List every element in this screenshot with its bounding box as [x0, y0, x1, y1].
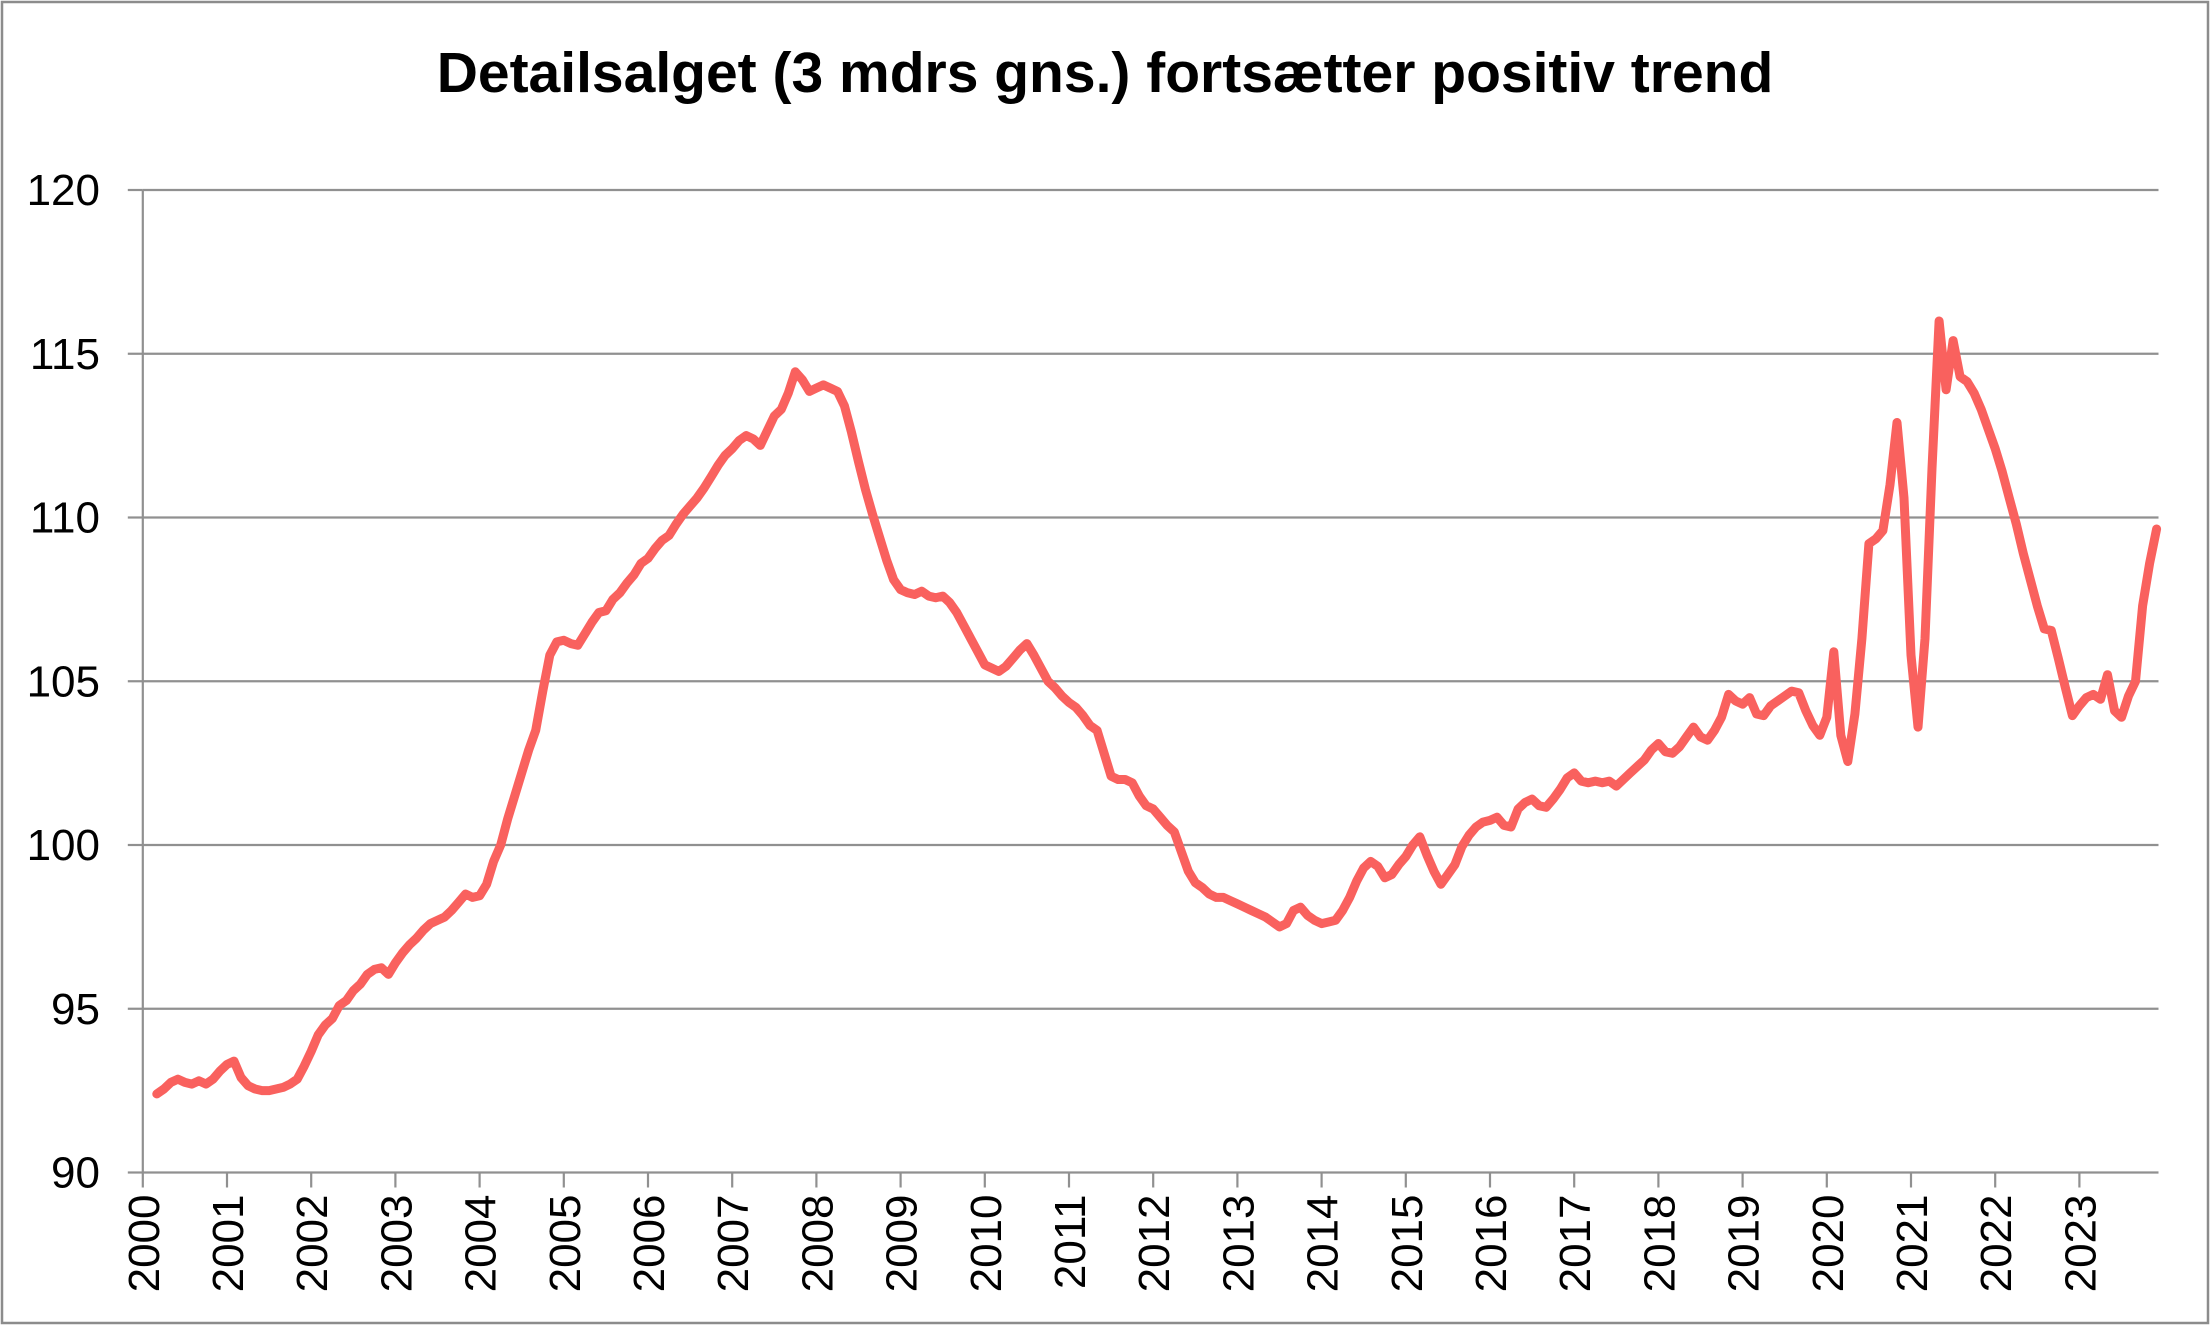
- x-tick-label-2022: 2022: [1972, 1195, 2021, 1293]
- x-tick-label-2020: 2020: [1804, 1195, 1853, 1293]
- y-tick-label-90: 90: [51, 1149, 100, 1198]
- x-axis-labels: 2000 2001 2002 2003 2004 2005 2006 2007 2008 2009…: [120, 1195, 2106, 1293]
- x-tick-label-2005: 2005: [541, 1195, 590, 1293]
- y-tick-label-115: 115: [30, 330, 100, 379]
- y-tick-label-120: 120: [27, 166, 100, 215]
- x-tick-label-2011: 2011: [1046, 1195, 1095, 1290]
- x-tick-label-2013: 2013: [1214, 1195, 1263, 1293]
- x-tick-label-2002: 2002: [288, 1195, 337, 1293]
- tick-marks: [127, 188, 2081, 1188]
- gridlines: [142, 188, 2159, 1010]
- x-tick-label-2023: 2023: [2056, 1195, 2105, 1293]
- y-tick-label-100: 100: [27, 821, 100, 870]
- x-tick-label-2001: 2001: [204, 1195, 253, 1293]
- y-tick-label-110: 110: [30, 494, 100, 543]
- y-tick-label-105: 105: [27, 657, 100, 706]
- series-line-detailsalget: [152, 316, 2162, 1099]
- x-tick-label-2000: 2000: [120, 1195, 169, 1293]
- x-tick-label-2009: 2009: [878, 1195, 927, 1293]
- x-tick-label-2004: 2004: [457, 1195, 506, 1293]
- x-tick-label-2010: 2010: [962, 1195, 1011, 1293]
- x-tick-label-2016: 2016: [1467, 1195, 1516, 1293]
- x-tick-label-2018: 2018: [1635, 1195, 1684, 1293]
- x-tick-label-2017: 2017: [1551, 1195, 1600, 1293]
- y-tick-label-95: 95: [51, 985, 100, 1034]
- x-tick-label-2014: 2014: [1299, 1195, 1348, 1293]
- x-tick-label-2015: 2015: [1383, 1195, 1432, 1293]
- x-tick-label-2019: 2019: [1720, 1195, 1769, 1293]
- x-tick-label-2012: 2012: [1130, 1195, 1179, 1293]
- x-tick-label-2007: 2007: [709, 1195, 758, 1293]
- x-tick-label-2008: 2008: [793, 1195, 842, 1293]
- x-tick-label-2021: 2021: [1888, 1195, 1937, 1293]
- chart-title: Detailsalget (3 mdrs gns.) fortsætter po…: [437, 41, 1774, 105]
- x-tick-label-2003: 2003: [372, 1195, 421, 1293]
- y-axis-labels: 90 95 100 105 110 115 120: [27, 166, 100, 1198]
- x-tick-label-2006: 2006: [625, 1195, 674, 1293]
